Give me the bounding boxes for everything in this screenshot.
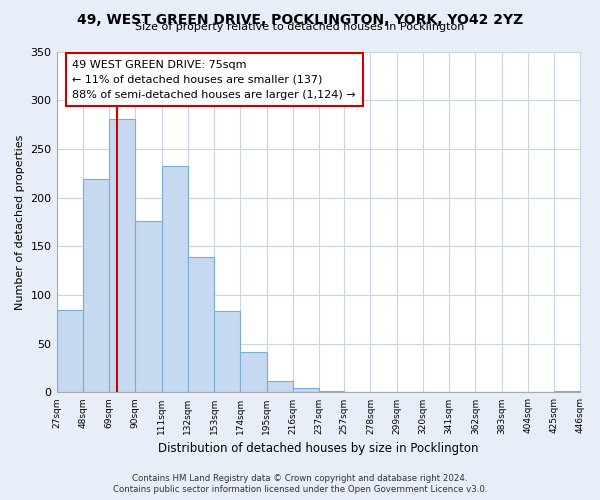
Text: 49, WEST GREEN DRIVE, POCKLINGTON, YORK, YO42 2YZ: 49, WEST GREEN DRIVE, POCKLINGTON, YORK,… [77, 12, 523, 26]
Text: Contains HM Land Registry data © Crown copyright and database right 2024.
Contai: Contains HM Land Registry data © Crown c… [113, 474, 487, 494]
Bar [188, 257, 214, 392]
Bar [56, 310, 83, 392]
Bar [266, 380, 293, 392]
Bar [136, 221, 161, 392]
Text: Size of property relative to detached houses in Pocklington: Size of property relative to detached ho… [136, 22, 464, 32]
Bar [161, 166, 188, 392]
Bar [241, 352, 266, 393]
Y-axis label: Number of detached properties: Number of detached properties [15, 134, 25, 310]
X-axis label: Distribution of detached houses by size in Pocklington: Distribution of detached houses by size … [158, 442, 479, 455]
Bar [109, 118, 136, 392]
Bar [83, 179, 109, 392]
Bar [293, 388, 319, 392]
Text: 49 WEST GREEN DRIVE: 75sqm
← 11% of detached houses are smaller (137)
88% of sem: 49 WEST GREEN DRIVE: 75sqm ← 11% of deta… [72, 60, 356, 100]
Bar [214, 310, 241, 392]
